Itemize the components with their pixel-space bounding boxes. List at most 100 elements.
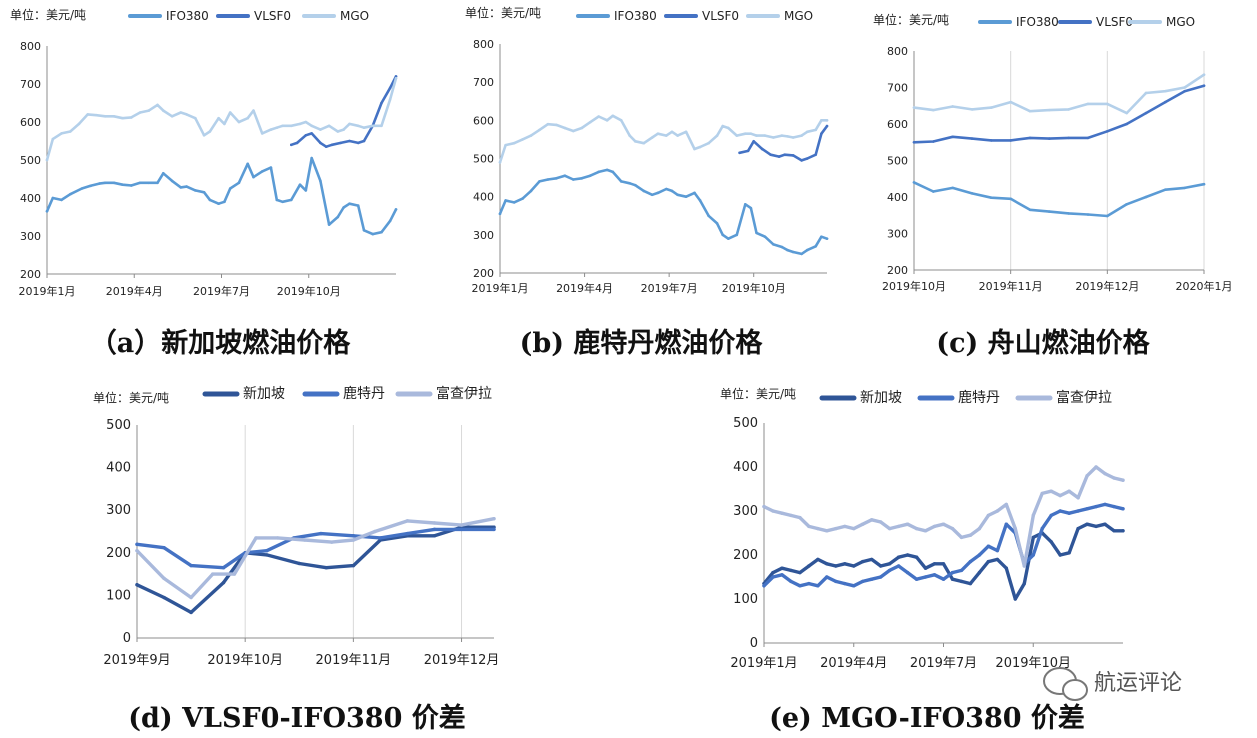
- data-point: [825, 529, 829, 533]
- data-point: [597, 115, 600, 118]
- data-point: [970, 192, 974, 195]
- data-point: [743, 132, 747, 135]
- data-point: [194, 116, 197, 120]
- data-point: [563, 126, 567, 130]
- data-point: [555, 177, 558, 180]
- data-point: [356, 141, 360, 145]
- data-point: [807, 581, 811, 586]
- data-point: [246, 162, 249, 166]
- data-point: [771, 575, 775, 579]
- x-tick-label: 2019年10月: [207, 653, 283, 668]
- data-point: [290, 124, 293, 128]
- data-point: [588, 120, 592, 124]
- chart-caption: (d) VLSF0-IFO380 价差: [128, 702, 466, 734]
- chart-e: 0 100 200 300 400 500 2019年1月 2019年4月 2019年7月 201…: [730, 389, 1125, 734]
- data-point: [816, 584, 820, 588]
- data-point: [356, 124, 360, 128]
- y-tick-label: 0: [750, 636, 758, 651]
- data-point: [1028, 109, 1032, 113]
- data-point: [324, 145, 328, 148]
- series-line-VLSF0: [289, 75, 398, 148]
- data-point: [977, 553, 982, 557]
- data-point: [852, 584, 856, 588]
- data-point: [721, 124, 724, 128]
- data-point: [221, 580, 226, 585]
- data-point: [1164, 89, 1167, 93]
- legend-label: IFO380: [614, 9, 657, 23]
- data-point: [319, 531, 323, 536]
- data-point: [521, 138, 524, 141]
- data-point: [986, 559, 991, 564]
- x-tick-label: 2019年10月: [995, 656, 1071, 671]
- legend-label: IFO380: [166, 9, 209, 23]
- data-point: [432, 534, 437, 538]
- data-point: [498, 212, 502, 216]
- data-point: [1121, 478, 1125, 482]
- data-point: [805, 248, 809, 252]
- data-point: [80, 187, 84, 190]
- data-point: [763, 134, 767, 137]
- data-point: [1094, 504, 1098, 509]
- data-point: [232, 572, 237, 576]
- data-point: [923, 575, 928, 579]
- data-point: [932, 190, 935, 193]
- x-tick-label: 2019年11月: [316, 653, 392, 668]
- y-tick-label: 600: [473, 114, 494, 127]
- data-point: [1202, 73, 1206, 77]
- data-point: [914, 577, 919, 581]
- data-point: [237, 120, 241, 124]
- data-point: [789, 579, 793, 584]
- chart-caption: (e) MGO-IFO380 价差: [769, 702, 1085, 734]
- data-point: [351, 538, 356, 542]
- y-tick-label: 500: [106, 418, 131, 433]
- data-point: [135, 548, 139, 553]
- data-point: [611, 114, 615, 118]
- data-point: [1112, 476, 1116, 480]
- data-point: [665, 187, 668, 191]
- data-point: [60, 132, 63, 135]
- data-point: [86, 113, 90, 116]
- data-point: [378, 536, 383, 540]
- y-tick-label: 600: [887, 118, 908, 131]
- data-point: [138, 181, 142, 185]
- data-point: [388, 219, 392, 223]
- data-point: [619, 119, 623, 122]
- data-point: [504, 143, 507, 147]
- data-point: [912, 140, 916, 144]
- data-point: [950, 577, 955, 581]
- data-point: [715, 222, 719, 225]
- data-point: [905, 553, 910, 557]
- y-tick-label: 700: [887, 82, 908, 95]
- y-tick-label: 500: [887, 155, 908, 168]
- legend-label: MGO: [1166, 15, 1195, 29]
- data-point: [735, 233, 739, 237]
- data-point: [194, 189, 197, 192]
- y-tick-label: 300: [887, 228, 908, 241]
- data-point: [1121, 529, 1125, 533]
- x-tick-label: 2019年7月: [910, 656, 977, 671]
- series-line-VLSF0: [912, 84, 1206, 144]
- data-point: [990, 139, 993, 142]
- data-point: [968, 581, 973, 586]
- data-point: [1048, 108, 1051, 112]
- data-point: [1058, 509, 1062, 513]
- data-point: [896, 555, 901, 559]
- data-point: [970, 108, 974, 111]
- data-point: [405, 519, 410, 523]
- data-point: [743, 203, 747, 206]
- data-point: [715, 134, 719, 137]
- data-point: [951, 186, 954, 190]
- data-point: [1183, 86, 1186, 89]
- data-point: [843, 581, 847, 586]
- data-point: [1009, 197, 1012, 201]
- unit-label: 单位：美元/吨: [720, 386, 796, 401]
- data-point: [1058, 553, 1062, 557]
- data-point: [546, 122, 550, 126]
- series-line-新加坡: [135, 525, 496, 615]
- data-point: [670, 130, 674, 134]
- data-point: [459, 523, 464, 527]
- data-point: [275, 198, 279, 202]
- data-point: [786, 248, 789, 252]
- data-point: [130, 184, 133, 187]
- data-point: [298, 122, 302, 126]
